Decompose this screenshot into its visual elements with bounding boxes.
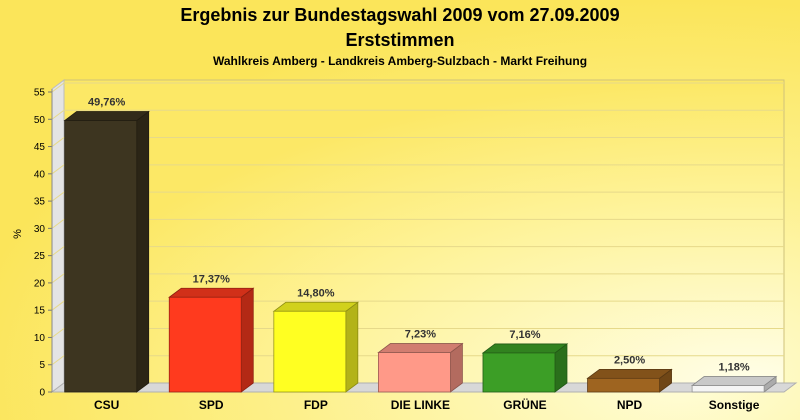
chart-title: Ergebnis zur Bundestagswahl 2009 vom 27.… [180,5,619,25]
bar [273,310,347,393]
y-tick-label: 35 [34,197,46,208]
x-tick-label: SPD [199,398,224,412]
gridline [51,300,784,311]
bar [691,385,765,393]
bar-grüne [481,343,569,393]
data-label: 2,50% [614,354,645,366]
bar-side [345,301,359,393]
bar-top [272,301,360,312]
y-tick-label: 15 [34,306,46,317]
bar-side [136,110,150,393]
data-label: 7,16% [509,329,540,341]
y-tick-label: 50 [34,115,46,126]
y-tick-label: 40 [34,169,46,180]
gridline [51,109,784,120]
gridline [51,82,784,93]
gridline [51,164,784,175]
y-tick-label: 0 [39,388,45,399]
plot-side-wall [51,79,65,393]
gridline [51,191,784,202]
bar-fdp [272,301,360,393]
data-label: 14,80% [297,287,335,299]
gridline [51,137,784,147]
bar-side [240,287,254,393]
data-label: 49,76% [88,97,126,109]
gridline [51,273,784,284]
bar [377,352,451,393]
y-tick-label: 45 [34,142,46,153]
gridline [51,246,784,257]
x-tick-label: Sonstige [709,398,760,412]
x-tick-label: NPD [617,398,643,412]
chart-subtitle: Wahlkreis Amberg - Landkreis Amberg-Sulz… [213,54,587,68]
bar [482,352,556,393]
data-label: 1,18% [719,362,750,374]
x-tick-label: FDP [304,398,328,412]
bar-top [168,287,255,298]
y-tick-label: 20 [34,278,46,289]
bar-die-linke [377,342,464,393]
bar [587,377,660,393]
bar-top [63,111,150,121]
data-label: 7,23% [405,329,436,341]
bar [64,120,138,393]
x-tick-label: GRÜNE [503,397,546,412]
x-tick-label: CSU [94,398,119,412]
gridline [51,218,784,229]
bar [168,296,242,393]
bar-csu [63,110,150,393]
bar-spd [168,287,255,393]
chart-title-line2: Erststimmen [345,30,454,50]
x-tick-label: DIE LINKE [391,398,450,412]
y-tick-label: 25 [34,251,46,262]
bar-sonstige [690,375,778,393]
bar-top [377,343,464,353]
plot-area: 0 5 10 15 20 25 30 35 40 45 50 55 49,76% CSU 17,37% SPD… [34,79,798,412]
bar-top [481,343,569,354]
y-tick-label: 10 [34,333,46,344]
y-axis-label: % [12,229,24,239]
data-label: 17,37% [193,273,231,285]
bar-top [690,376,778,386]
gridline [51,327,784,338]
y-tick-label: 5 [39,360,45,371]
bar-npd [586,368,673,393]
y-tick-label: 55 [34,88,46,99]
y-tick-label: 30 [34,224,46,235]
bar-top [586,368,673,379]
